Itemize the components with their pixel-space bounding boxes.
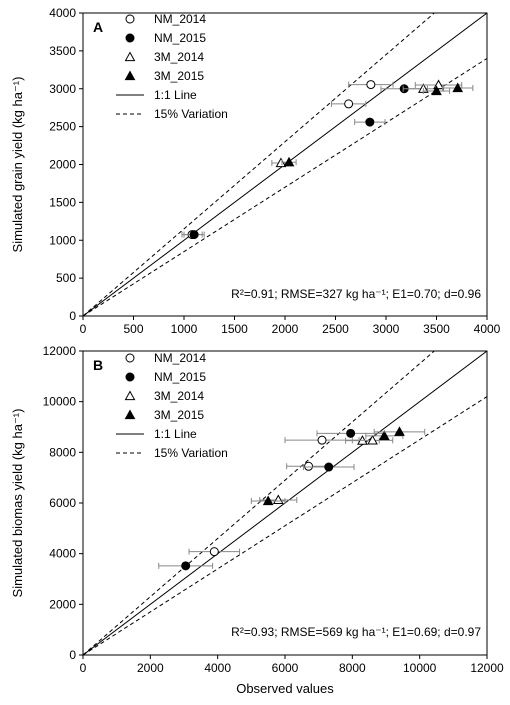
x-tick-label: 2000 [272, 322, 299, 336]
series-3m-2014 [259, 434, 394, 505]
data-point [367, 434, 378, 445]
chart-panel-a: 0 500 1000 1500 2000 2500 3000 3500 4000 0 500 1000… [10, 6, 501, 336]
x-tick-label: 0 [80, 322, 87, 336]
legend-label: NM_2015 [154, 370, 206, 384]
legend-marker [124, 70, 136, 81]
chart-panel-b: 0 2000 4000 6000 8000 10000 12000 0 2000 4000 6000… [10, 344, 504, 696]
y-tick-label: 4000 [49, 547, 76, 561]
panel-label: A [93, 19, 103, 35]
x-tick-label: 4000 [204, 661, 231, 675]
panel-label: B [93, 357, 103, 373]
y-tick-label: 12000 [43, 344, 77, 358]
data-point [317, 435, 327, 445]
y-tick-label: 1500 [49, 195, 76, 209]
legend: NM_2014 NM_2015 3M_2014 3M_2015 1:1 Line 15% … [116, 12, 228, 121]
data-point [283, 156, 295, 167]
y-tick-label: 0 [69, 309, 76, 323]
data-point [452, 82, 464, 93]
legend-label: NM_2015 [154, 31, 206, 45]
data-point [181, 561, 191, 571]
series-3m-2015 [250, 426, 426, 506]
legend-label: 3M_2015 [154, 69, 204, 83]
stats-annotation: R²=0.91; RMSE=327 kg ha⁻¹; E1=0.70; d=0.… [231, 287, 481, 301]
legend-label: 15% Variation [154, 446, 228, 460]
variation-line [83, 396, 487, 655]
legend-marker [125, 33, 135, 43]
y-tick-label: 3000 [49, 82, 76, 96]
x-tick-label: 12000 [470, 661, 504, 675]
y-tick-label: 0 [69, 648, 76, 662]
x-tick-label: 1500 [221, 322, 248, 336]
legend-label: 3M_2014 [154, 50, 204, 64]
data-point [366, 80, 376, 90]
x-tick-label: 500 [123, 322, 143, 336]
x-tick-label: 3000 [373, 322, 400, 336]
legend-marker [124, 51, 136, 62]
x-tick-label: 6000 [272, 661, 299, 675]
data-point [346, 428, 356, 438]
data-point [378, 430, 390, 440]
x-tick-label: 1000 [171, 322, 198, 336]
y-axis-label: Simulated grain yield (kg ha⁻¹) [10, 77, 25, 253]
data-point [209, 547, 219, 557]
y-tick-label: 1000 [49, 233, 76, 247]
legend-label: 3M_2014 [154, 389, 204, 403]
y-tick-label: 4000 [49, 6, 76, 20]
legend-label: NM_2014 [154, 351, 206, 365]
legend: NM_2014 NM_2015 3M_2014 3M_2015 1:1 Line 15% … [116, 351, 228, 460]
y-tick-label: 8000 [49, 445, 76, 459]
x-tick-label: 4000 [474, 322, 501, 336]
y-tick-label: 10000 [43, 395, 77, 409]
data-point [324, 462, 334, 472]
x-tick-label: 3500 [423, 322, 450, 336]
x-tick-label: 2000 [137, 661, 164, 675]
data-point [272, 494, 284, 505]
y-tick-label: 2000 [49, 597, 76, 611]
legend-label: 1:1 Line [154, 427, 197, 441]
legend-label: 15% Variation [154, 107, 228, 121]
data-point [394, 426, 405, 436]
legend-marker [124, 409, 136, 420]
data-point [344, 99, 354, 109]
x-axis-label: Observed values [236, 681, 334, 696]
y-axis-label: Simulated biomas yield (kg ha⁻¹) [10, 409, 25, 598]
legend-label: 3M_2015 [154, 408, 204, 422]
stats-annotation: R²=0.93; RMSE=569 kg ha⁻¹; E1=0.69; d=0.… [231, 625, 481, 639]
y-tick-label: 3500 [49, 44, 76, 58]
x-tick-label: 8000 [339, 661, 366, 675]
data-point [189, 230, 199, 240]
legend-label: NM_2014 [154, 12, 206, 26]
data-point [304, 461, 314, 471]
data-point [262, 495, 274, 506]
variation-line [83, 351, 435, 655]
data-point [365, 117, 375, 127]
data-point [431, 85, 442, 96]
series-3m-2015 [281, 82, 474, 167]
legend-marker [125, 14, 135, 24]
y-tick-label: 500 [56, 271, 76, 285]
y-tick-label: 2500 [49, 120, 76, 134]
x-tick-label: 10000 [403, 661, 437, 675]
legend-label: 1:1 Line [154, 88, 197, 102]
variation-line [83, 58, 487, 316]
legend-marker [124, 390, 136, 401]
variation-line [83, 13, 435, 316]
legend-marker [125, 353, 135, 363]
legend-marker [125, 372, 135, 382]
y-tick-label: 2000 [49, 158, 76, 172]
x-tick-label: 0 [80, 661, 87, 675]
y-tick-label: 6000 [49, 496, 76, 510]
x-tick-label: 2500 [322, 322, 349, 336]
